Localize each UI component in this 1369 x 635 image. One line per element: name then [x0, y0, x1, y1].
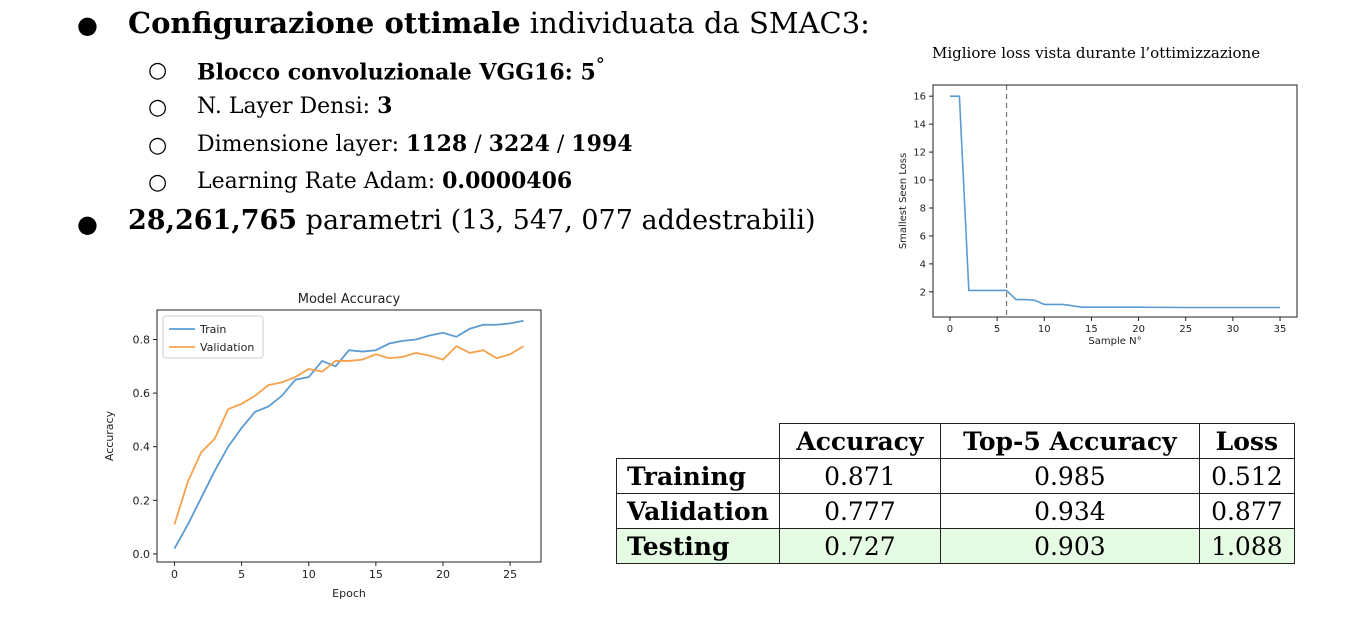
sub-bullet-layer-size: Dimensione layer: 1128 / 3224 / 1994: [197, 131, 633, 157]
sub-bullet-circle: ○: [148, 58, 168, 83]
table-cell: 0.985: [939, 458, 1200, 494]
x-tick-label: 5: [238, 568, 245, 581]
x-tick-label: 5: [994, 324, 1000, 335]
table-header-row: Accuracy Top-5 Accuracy Loss: [616, 423, 1295, 459]
table-row-label: Testing: [616, 528, 780, 564]
table-header-cell: Accuracy: [778, 423, 941, 459]
bullet-text: parametri (13, 547, 077 addestrabili): [297, 205, 816, 236]
x-tick-label: 25: [1179, 324, 1192, 335]
series-line-train: [173, 319, 524, 550]
sub-bullet-sep: /: [467, 132, 489, 157]
results-table: Accuracy Top-5 Accuracy Loss Training 0.…: [616, 423, 1295, 564]
y-tick-label: 4: [920, 259, 926, 270]
table-header-cell: Loss: [1198, 423, 1295, 459]
sub-bullet-circle: ○: [148, 170, 168, 195]
table-row-label: Training: [616, 458, 780, 494]
table-cell: 0.512: [1198, 458, 1295, 494]
table-cell: 0.871: [778, 458, 941, 494]
accuracy-chart: Model Accuracy 0 5 10 15 20 25 0.0 0.2 0.4 0.6 0.8 E…: [103, 292, 542, 600]
table-row: Validation 0.777 0.934 0.877: [616, 493, 1295, 529]
x-tick-label: 15: [369, 568, 383, 581]
y-tick-label: 14: [913, 120, 926, 131]
sub-bullet-text: Dimensione layer:: [197, 132, 406, 157]
bullet-dot: ●: [77, 11, 98, 39]
y-axis-label: Accuracy: [103, 410, 116, 461]
y-tick-label: 0.6: [133, 387, 151, 400]
x-tick-label: 10: [302, 568, 316, 581]
table-cell: 0.934: [939, 493, 1200, 529]
y-tick-label: 16: [913, 92, 926, 103]
y-tick-label: 10: [913, 176, 926, 187]
y-tick-label: 8: [920, 203, 926, 214]
x-tick-label: 25: [503, 568, 517, 581]
bullet-bold-text: 28,261,765: [128, 205, 298, 236]
y-axis-label: Smallest Seen Loss: [898, 153, 909, 249]
sub-bullet-bold: 1128: [406, 131, 468, 157]
chart-title: Model Accuracy: [298, 292, 401, 307]
bullet-bold-text: Configurazione ottimale: [128, 6, 521, 40]
sub-bullet-vgg-block: Blocco convoluzionale VGG16: 5°: [197, 55, 605, 85]
bullet-optimal-config: Configurazione ottimale individuata da S…: [128, 6, 870, 40]
sub-bullet-circle: ○: [148, 133, 168, 158]
bullet-dot: ●: [77, 210, 98, 238]
table-row: Training 0.871 0.985 0.512: [616, 458, 1295, 494]
sub-bullet-text: Learning Rate Adam:: [197, 169, 443, 194]
series-line-loss: [949, 95, 1281, 309]
sub-bullet-bold: 0.0000406: [442, 168, 573, 194]
sub-bullet-bold: 3224: [488, 131, 550, 157]
table-cell: 0.727: [778, 528, 941, 564]
sub-bullet-dense-layers: N. Layer Densi: 3: [197, 93, 392, 119]
table-row: Testing 0.727 0.903 1.088: [616, 528, 1295, 564]
plot-frame: [156, 309, 542, 563]
bullet-text: individuata da SMAC3:: [520, 6, 870, 40]
plot-frame: [932, 84, 1298, 318]
x-tick-label: 0: [947, 324, 953, 335]
table-row-label: Validation: [616, 493, 780, 529]
x-tick-label: 15: [1085, 324, 1098, 335]
y-tick-label: 0.8: [133, 333, 151, 346]
series-line-validation: [173, 345, 525, 525]
table-cell: 0.777: [778, 493, 941, 529]
y-tick-label: 0.4: [133, 441, 151, 454]
table-cell: 1.088: [1198, 528, 1295, 564]
sub-bullet-bold: 3: [377, 93, 393, 119]
x-tick-label: 30: [1227, 324, 1240, 335]
x-tick-label: 35: [1274, 324, 1287, 335]
x-axis-label: Epoch: [332, 587, 366, 600]
sub-bullet-circle: ○: [148, 95, 168, 120]
legend-label: Validation: [200, 341, 254, 354]
legend-label: Train: [199, 323, 226, 336]
sub-bullet-bold: 1994: [571, 131, 633, 157]
x-axis-label: Sample N°: [1088, 336, 1141, 347]
x-tick-label: 10: [1038, 324, 1051, 335]
x-tick-label: 20: [1132, 324, 1145, 335]
sub-bullet-sep: /: [549, 132, 572, 157]
table-cell: 0.903: [939, 528, 1200, 564]
y-tick-label: 6: [920, 231, 926, 242]
x-tick-label: 0: [171, 568, 178, 581]
loss-chart-title: Migliore loss vista durante l’ottimizzaz…: [932, 44, 1261, 62]
table-header-cell: [616, 423, 780, 459]
table-header-cell: Top-5 Accuracy: [939, 423, 1200, 459]
x-tick-label: 20: [436, 568, 450, 581]
sub-bullet-bold: Blocco convoluzionale VGG16: 5: [197, 59, 596, 86]
sub-bullet-text: N. Layer Densi:: [197, 94, 378, 119]
y-tick-label: 0.0: [133, 548, 151, 561]
legend: Train Validation: [162, 315, 264, 359]
bullet-parameters: 28,261,765 parametri (13, 547, 077 addes…: [128, 205, 816, 236]
loss-chart: 0 5 10 15 20 25 30 35 2 4 6 8 10 12 14 16 Sample N° Small…: [898, 84, 1298, 347]
sub-bullet-learning-rate: Learning Rate Adam: 0.0000406: [197, 168, 572, 194]
y-tick-label: 12: [913, 148, 926, 159]
y-tick-label: 0.2: [133, 494, 151, 507]
table-cell: 0.877: [1198, 493, 1295, 529]
y-tick-label: 2: [920, 287, 926, 298]
degree-sup: °: [595, 55, 605, 76]
